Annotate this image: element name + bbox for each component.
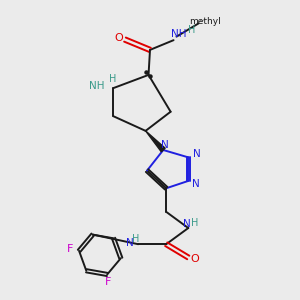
Text: N: N (192, 179, 200, 190)
Text: H: H (109, 74, 116, 84)
Text: methyl: methyl (189, 17, 221, 26)
Text: F: F (105, 277, 111, 287)
Text: O: O (114, 33, 123, 43)
Text: H: H (188, 25, 196, 35)
Text: N: N (193, 149, 200, 159)
Text: N: N (183, 220, 191, 230)
Text: N: N (126, 238, 134, 248)
Polygon shape (146, 131, 165, 152)
Text: O: O (190, 254, 199, 264)
Text: H: H (132, 234, 139, 244)
Text: N: N (161, 140, 169, 150)
Text: H: H (191, 218, 198, 228)
Text: F: F (67, 244, 74, 254)
Text: NH: NH (89, 81, 104, 91)
Text: NH: NH (171, 29, 187, 39)
Text: methyl: methyl (200, 20, 205, 21)
